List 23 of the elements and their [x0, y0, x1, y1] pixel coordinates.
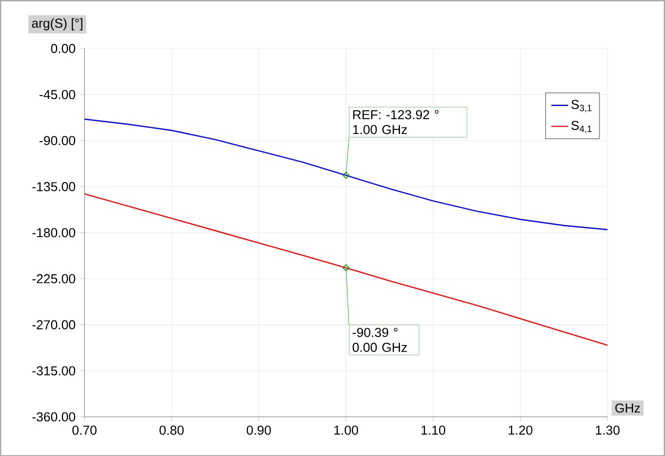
legend-label: S$_{4,1}$ — [571, 120, 592, 133]
y-tick-label: -225.00 — [32, 274, 76, 284]
legend-label: S$_{3,1}$ — [571, 100, 592, 112]
line-series — [84, 118, 608, 230]
y-tick-label: 0.00 — [51, 44, 76, 53]
y-tick-label: -315.00 — [32, 366, 76, 376]
y-tick-label: -90.00 — [40, 136, 76, 145]
x-axis-title: GHz — [615, 403, 640, 412]
annotation: REF: -123.92 ° 1.00 GHz — [353, 110, 438, 134]
y-tick-label: -135.00 — [32, 182, 76, 192]
x-tick-label: 0.80 — [160, 425, 184, 435]
x-tick-label: 0.90 — [246, 425, 271, 435]
annotation: -90.39 ° 0.00 GHz — [352, 328, 407, 352]
y-tick-label: -270.00 — [32, 320, 76, 330]
x-tick-label: 1.10 — [422, 425, 446, 435]
x-tick-label: 1.30 — [596, 425, 620, 435]
x-tick-label: 1.20 — [508, 425, 532, 435]
y-tick-label: -45.00 — [40, 90, 76, 99]
y-axis-title: arg(S) [°] — [32, 18, 82, 30]
x-tick-label: 0.70 — [72, 425, 97, 435]
y-tick-label: -180.00 — [32, 228, 76, 238]
x-tick-label: 1.00 — [334, 425, 358, 435]
y-tick-label: -360.00 — [32, 412, 76, 422]
